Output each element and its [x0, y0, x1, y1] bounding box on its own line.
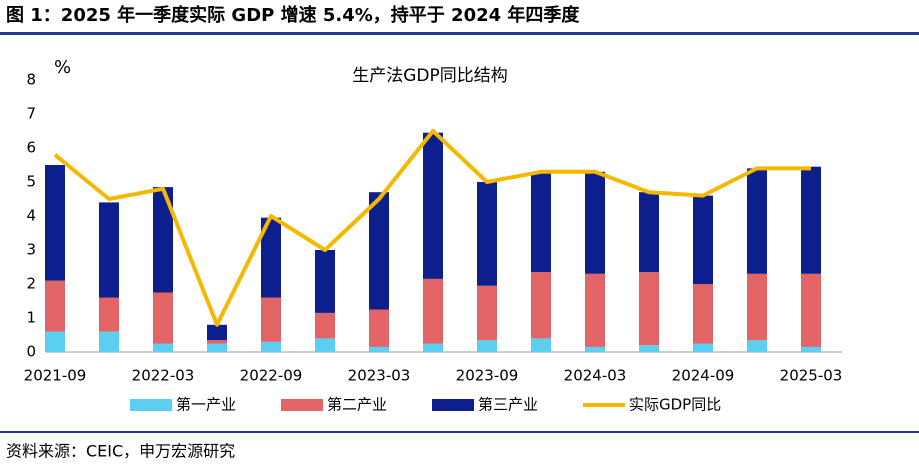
footer-rule	[0, 431, 919, 433]
y-tick-label: 3	[26, 241, 36, 259]
bar-segment	[585, 171, 605, 274]
bar-segment	[369, 346, 389, 352]
bar-segment	[45, 280, 65, 332]
bar-segment	[99, 331, 119, 352]
y-tick-label: 0	[26, 343, 36, 361]
bar-segment	[99, 297, 119, 332]
x-tick-label: 2024-03	[564, 367, 627, 385]
legend-swatch	[583, 403, 625, 407]
bar-segment	[315, 250, 335, 313]
bar-segment	[747, 340, 767, 352]
bar-segment	[153, 343, 173, 352]
bar-segment	[207, 324, 227, 341]
y-tick-label: 6	[26, 139, 36, 157]
bar-segment	[747, 168, 767, 274]
bar-segment	[423, 343, 443, 352]
bar-segment	[747, 273, 767, 341]
legend-swatch	[432, 399, 474, 411]
bar-segment	[369, 192, 389, 310]
bar-segment	[639, 345, 659, 352]
heading: 图 1：2025 年一季度实际 GDP 增速 5.4%，持平于 2024 年四季…	[6, 4, 580, 26]
x-tick-label: 2023-03	[348, 367, 411, 385]
y-unit: %	[54, 57, 71, 78]
bar-segment	[153, 292, 173, 344]
y-tick-label: 5	[26, 173, 36, 191]
bar-segment	[153, 187, 173, 293]
legend-label: 第二产业	[327, 396, 387, 414]
source: 资料来源：CEIC，申万宏源研究	[6, 442, 235, 461]
bar-segment	[315, 312, 335, 339]
bar-segment	[423, 278, 443, 344]
bar-segment	[801, 166, 821, 274]
bar-segment	[261, 341, 281, 352]
legend-label: 实际GDP同比	[629, 396, 721, 414]
x-tick-label: 2024-09	[672, 367, 735, 385]
bar-segment	[639, 192, 659, 273]
bar-segment	[801, 273, 821, 347]
x-tick-label: 2023-09	[456, 367, 519, 385]
bar-segment	[207, 340, 227, 344]
bar-segment	[423, 132, 443, 279]
bar-segment	[693, 343, 713, 352]
bar-segment	[585, 346, 605, 352]
bar-segment	[531, 272, 551, 339]
bar-segment	[261, 217, 281, 298]
legend-label: 第三产业	[478, 396, 538, 414]
bar-segment	[585, 273, 605, 347]
bar-segment	[261, 297, 281, 342]
x-tick-label: 2022-03	[132, 367, 195, 385]
bar-segment	[801, 346, 821, 352]
heading-rule	[0, 32, 919, 35]
bar-segment	[531, 338, 551, 352]
x-tick-label: 2025-03	[780, 367, 843, 385]
bar-segment	[99, 202, 119, 298]
y-tick-label: 4	[26, 207, 36, 225]
legend-swatch	[281, 399, 323, 411]
y-tick-label: 2	[26, 275, 36, 293]
bar-segment	[315, 338, 335, 352]
bar-segment	[531, 173, 551, 273]
bar-segment	[477, 285, 497, 341]
bar-segment	[45, 165, 65, 281]
line-series	[53, 129, 811, 327]
y-tick-label: 1	[26, 309, 36, 327]
bar-segment	[639, 272, 659, 346]
chart-title: 生产法GDP同比结构	[352, 66, 508, 86]
bar-segment	[207, 343, 227, 352]
x-tick-label: 2021-09	[24, 367, 87, 385]
bar-segment	[45, 331, 65, 352]
x-tick-label: 2022-09	[240, 367, 303, 385]
bar-segment	[693, 284, 713, 344]
bar-segment	[693, 195, 713, 284]
bar-segment	[369, 309, 389, 347]
bar-segment	[477, 182, 497, 286]
y-tick-label: 7	[26, 105, 36, 123]
y-tick-label: 8	[26, 71, 36, 89]
bar-segment	[477, 340, 497, 352]
legend-swatch	[130, 399, 172, 411]
legend-label: 第一产业	[176, 396, 236, 414]
